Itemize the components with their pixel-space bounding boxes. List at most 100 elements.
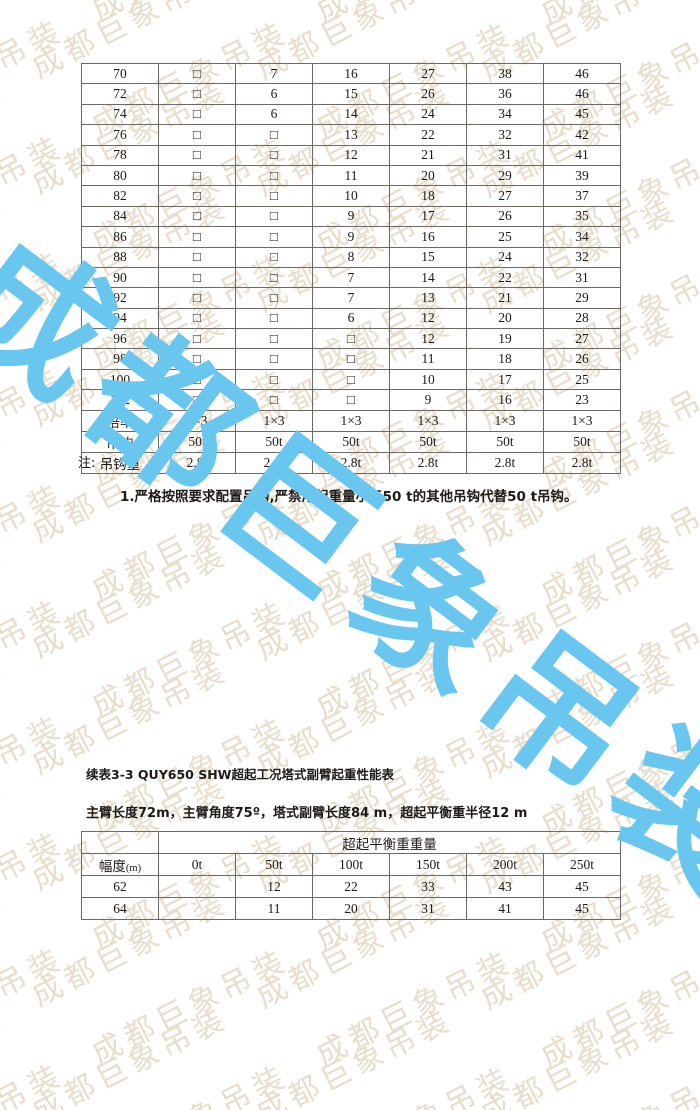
table-row: 88 □ □ 8 15 24 32 <box>81 246 621 268</box>
note-label: 注: <box>78 456 96 471</box>
footer-label-cell: 倍率 <box>81 409 159 432</box>
capacity-cell: 16 <box>466 389 544 411</box>
capacity-cell: 34 <box>466 103 544 126</box>
table-row: 86 □ □ 9 16 25 34 <box>81 226 621 248</box>
table-row: 70 □ 7 16 27 38 46 <box>81 62 621 85</box>
empty-value-cell: □ <box>158 62 236 85</box>
radius-cell: 76 <box>81 124 159 146</box>
empty-value-cell: □ <box>158 389 236 411</box>
table-row: 84 □ □ 9 17 26 35 <box>81 205 621 228</box>
capacity-cell: 11 <box>235 897 313 920</box>
capacity-cell: 22 <box>389 124 467 146</box>
footer-value-cell: 2.8t <box>543 451 621 474</box>
radius-cell: 78 <box>81 144 159 166</box>
radius-cell: 84 <box>81 205 159 228</box>
table-row: 96 □ □ □ 12 19 27 <box>81 328 621 350</box>
capacity-cell: 26 <box>466 205 544 228</box>
footer-value-cell: 2.8t <box>312 451 390 474</box>
capacity-cell: 12 <box>389 328 467 350</box>
radius-cell: 94 <box>81 307 159 330</box>
empty-value-cell <box>158 875 236 898</box>
capacity-cell: 10 <box>389 368 467 391</box>
capacity-cell: 24 <box>389 103 467 126</box>
footer-label-cell: 吊钩重 <box>81 451 159 474</box>
radius-cell: 96 <box>81 328 159 350</box>
capacity-cell: 13 <box>389 287 467 309</box>
capacity-cell: 7 <box>235 62 313 85</box>
capacity-cell: 11 <box>389 348 467 370</box>
load-chart-next-body: 超起平衡重重量 幅度(m) 0t 50t 100t 150t 200t 250t 62 12 22 3… <box>81 831 622 920</box>
radius-cell: 74 <box>81 103 159 126</box>
empty-value-cell: □ <box>235 164 313 187</box>
table-row: 94 □ □ 6 12 20 28 <box>81 307 621 330</box>
footer-value-cell: 2.8t <box>466 451 544 474</box>
empty-value-cell: □ <box>235 144 313 166</box>
table-caption: 续表3-3 QUY650 SHW超起工况塔式副臂起重性能表 <box>86 767 394 782</box>
capacity-cell: 45 <box>543 103 621 126</box>
footer-label-cell: 吊钩 <box>81 430 159 453</box>
empty-value-cell: □ <box>158 226 236 248</box>
note-item-1: 1.严格按照要求配置吊钩,严禁用起重量小于50 t的其他吊钩代替50 t吊钩。 <box>120 489 578 505</box>
empty-value-cell: □ <box>235 205 313 228</box>
empty-value-cell: □ <box>235 246 313 268</box>
empty-value-cell: □ <box>158 328 236 350</box>
table-row: 76 □ □ 13 22 32 42 <box>81 124 621 146</box>
footer-value-cell: 2.8t <box>389 451 467 474</box>
empty-value-cell: □ <box>235 124 313 146</box>
table-row: 80 □ □ 11 20 29 39 <box>81 164 621 187</box>
capacity-cell: 31 <box>543 266 621 289</box>
empty-value-cell: □ <box>158 103 236 126</box>
footer-value-cell: 50t <box>543 430 621 453</box>
empty-value-cell: □ <box>158 83 236 105</box>
empty-value-cell: □ <box>158 205 236 228</box>
table-row: 72 □ 6 15 26 36 46 <box>81 83 621 105</box>
capacity-cell: 36 <box>466 83 544 105</box>
corner-label-cell: 幅度(m) <box>81 853 159 876</box>
table-row: 92 □ □ 7 13 21 29 <box>81 287 621 309</box>
table-footer-row: 吊钩重 2.8t 2.8t 2.8t 2.8t 2.8t 2.8t <box>81 451 621 474</box>
corner-blank-cell <box>81 831 159 854</box>
capacity-cell: 13 <box>312 124 390 146</box>
empty-value-cell: □ <box>158 246 236 268</box>
radius-cell: 64 <box>81 897 159 920</box>
note-block: 注: 1.严格按照要求配置吊钩,严禁用起重量小于50 t的其他吊钩代替50 t吊… <box>78 452 638 505</box>
radius-cell: 62 <box>81 875 159 898</box>
empty-value-cell: □ <box>235 307 313 330</box>
footer-value-cell: 1×3 <box>389 409 467 432</box>
capacity-cell: 14 <box>312 103 390 126</box>
capacity-cell: 23 <box>543 389 621 411</box>
table-row: 64 11 20 31 41 45 <box>81 897 622 920</box>
capacity-cell: 16 <box>312 62 390 85</box>
capacity-cell: 31 <box>466 144 544 166</box>
capacity-cell: 19 <box>466 328 544 350</box>
capacity-cell: 45 <box>542 875 622 898</box>
group-header-cell: 超起平衡重重量 <box>157 831 622 854</box>
radius-cell: 100 <box>81 368 159 391</box>
table-row: 78 □ □ 12 21 31 41 <box>81 144 621 166</box>
capacity-cell: 9 <box>389 389 467 411</box>
corner-unit: (m) <box>125 862 142 874</box>
capacity-cell: 20 <box>389 164 467 187</box>
capacity-cell: 26 <box>543 348 621 370</box>
empty-value-cell: □ <box>158 287 236 309</box>
capacity-cell: 17 <box>389 205 467 228</box>
table-row: 100 □ □ □ 10 17 25 <box>81 368 621 391</box>
capacity-cell: 25 <box>466 226 544 248</box>
table-row: 62 12 22 33 43 45 <box>81 875 622 898</box>
footer-value-cell: 1×3 <box>158 409 236 432</box>
empty-value-cell: □ <box>235 328 313 350</box>
footer-value-cell: 1×3 <box>235 409 313 432</box>
capacity-cell: 16 <box>389 226 467 248</box>
column-header-row: 幅度(m) 0t 50t 100t 150t 200t 250t <box>81 853 622 876</box>
capacity-cell: 35 <box>543 205 621 228</box>
capacity-cell: 6 <box>312 307 390 330</box>
capacity-cell: 15 <box>389 246 467 268</box>
table-footer-row: 倍率 1×3 1×3 1×3 1×3 1×3 1×3 <box>81 409 621 432</box>
radius-cell: 90 <box>81 266 159 289</box>
empty-value-cell: □ <box>158 144 236 166</box>
capacity-cell: 18 <box>389 185 467 207</box>
empty-value-cell: □ <box>235 226 313 248</box>
capacity-cell: 9 <box>312 226 390 248</box>
capacity-cell: 14 <box>389 266 467 289</box>
capacity-cell: 9 <box>312 205 390 228</box>
